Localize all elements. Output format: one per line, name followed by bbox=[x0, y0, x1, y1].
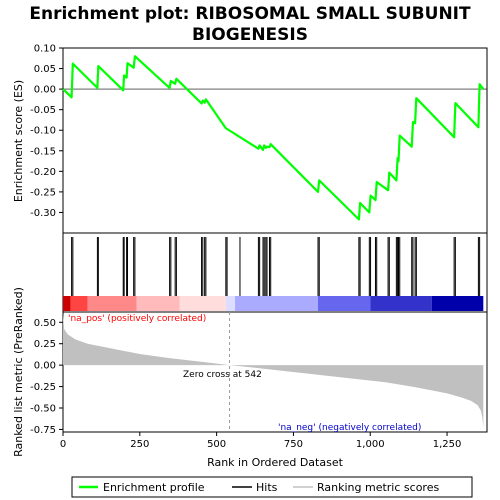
x-tick-label: 1,000 bbox=[356, 439, 385, 450]
rank-y-tick-label: 0.50 bbox=[34, 318, 56, 329]
x-tick-label: 1,250 bbox=[433, 439, 462, 450]
x-tick-label: 500 bbox=[207, 439, 226, 450]
es-y-tick-label: -0.25 bbox=[30, 187, 56, 198]
x-axis-label: Rank in Ordered Dataset bbox=[207, 456, 344, 469]
rank-colorbar-segment bbox=[63, 296, 71, 311]
rank-y-tick-label: -0.25 bbox=[30, 382, 56, 393]
rank-colorbar-segment bbox=[235, 296, 319, 311]
legend-hits-label: Hits bbox=[256, 481, 278, 494]
es-y-tick-label: -0.10 bbox=[30, 126, 56, 137]
rank-y-tick-label: 0.25 bbox=[34, 339, 56, 350]
x-tick-label: 0 bbox=[60, 439, 66, 450]
es-y-tick-label: -0.30 bbox=[30, 208, 56, 219]
rank-colorbar-segment bbox=[318, 296, 371, 311]
rank-colorbar-segment bbox=[136, 296, 180, 311]
rank-colorbar-segment bbox=[370, 296, 432, 311]
rank-y-axis-label: Ranked list metric (PreRanked) bbox=[12, 287, 25, 457]
es-y-tick-label: 0.05 bbox=[34, 64, 56, 75]
rank-colorbar-segment bbox=[179, 296, 226, 311]
rank-y-tick-label: 0.00 bbox=[34, 361, 56, 372]
es-y-axis-label: Enrichment score (ES) bbox=[12, 80, 25, 202]
rank-panel-frame bbox=[62, 311, 488, 433]
es-y-tick-label: 0.10 bbox=[34, 44, 56, 55]
legend: Enrichment profile Hits Ranking metric s… bbox=[71, 476, 473, 498]
es-y-tick-label: -0.20 bbox=[30, 167, 56, 178]
x-tick-label: 250 bbox=[130, 439, 149, 450]
es-panel: 0.10 0.05 0.00 -0.05 -0.10 -0.15 -0.20 -0.25 -0.… bbox=[30, 44, 487, 221]
rank-colorbar-segment bbox=[70, 296, 88, 311]
rank-y-tick-label: -0.50 bbox=[30, 404, 56, 415]
rank-y-tick-label: -0.75 bbox=[30, 425, 56, 436]
rank-colorbar-segment bbox=[87, 296, 137, 311]
legend-ranking-metric-label: Ranking metric scores bbox=[317, 481, 439, 494]
neg-correlated-label: 'na_neg' (negatively correlated) bbox=[278, 423, 421, 433]
pos-correlated-label: 'na_pos' (positively correlated) bbox=[68, 314, 206, 324]
es-y-tick-label: 0.00 bbox=[34, 85, 56, 96]
chart-title: Enrichment plot: RIBOSOMAL SMALL SUBUNIT… bbox=[29, 4, 471, 45]
zero-cross-label: Zero cross at 542 bbox=[183, 370, 262, 380]
legend-enrichment-profile-label: Enrichment profile bbox=[103, 481, 205, 494]
hits-panel bbox=[63, 237, 484, 311]
enrichment-profile-line bbox=[62, 55, 485, 221]
chart-title-line-1: Enrichment plot: RIBOSOMAL SMALL SUBUNIT bbox=[29, 4, 471, 24]
ranking-metric-area bbox=[63, 313, 484, 428]
rank-colorbar-segment bbox=[431, 296, 484, 311]
chart-title-line-2: BIOGENESIS bbox=[192, 25, 308, 45]
rank-colorbar-segment bbox=[225, 296, 236, 311]
es-y-tick-label: -0.15 bbox=[30, 146, 56, 157]
legend-frame bbox=[71, 476, 473, 498]
rank-panel: 0.50 0.25 0.00 -0.25 -0.50 -0.75 0 250 500 750 1,0… bbox=[30, 312, 484, 450]
es-y-tick-label: -0.05 bbox=[30, 105, 56, 116]
x-tick-label: 750 bbox=[284, 439, 303, 450]
